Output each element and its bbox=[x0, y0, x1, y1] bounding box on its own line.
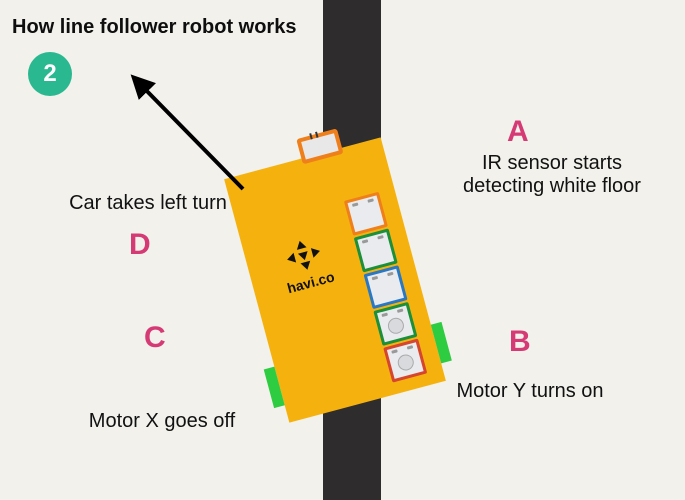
module-knob bbox=[386, 316, 406, 336]
page-title: How line follower robot works bbox=[12, 16, 296, 39]
label-letter-c: C bbox=[144, 321, 166, 355]
ir-pin bbox=[309, 133, 312, 139]
step-number-badge: 2 bbox=[28, 52, 72, 96]
label-text-b: Motor Y turns on bbox=[430, 380, 630, 403]
module-knob bbox=[396, 352, 416, 372]
label-letter-b: B bbox=[509, 325, 531, 359]
label-text-d: Car takes left turn bbox=[48, 192, 248, 215]
ir-pin bbox=[315, 132, 318, 138]
label-text-c: Motor X goes off bbox=[62, 410, 262, 433]
label-letter-a: A bbox=[507, 115, 529, 149]
label-letter-d: D bbox=[129, 228, 151, 262]
step-number: 2 bbox=[43, 60, 56, 88]
label-text-a: IR sensor starts detecting white floor bbox=[452, 152, 652, 198]
